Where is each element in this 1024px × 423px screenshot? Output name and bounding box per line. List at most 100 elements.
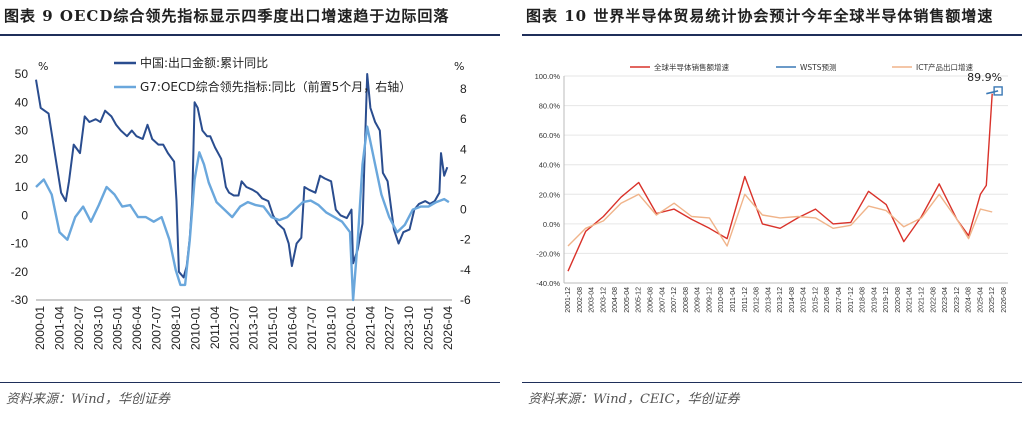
left-x-tick-label: 2003-10 [91,306,105,350]
right-x-tick-label: 2018-08 [860,287,867,313]
left-chart-title: 图表 9 OECD综合领先指标显示四季度出口增速趋于边际回落 [4,7,450,25]
left-source-rule [0,382,500,383]
right-x-tick-label: 2019-04 [871,287,878,313]
left-x-tick-label: 2005-01 [111,306,125,350]
left-x-tick-label: 2021-04 [363,306,377,350]
left-y-tick-label: 40 [15,95,29,109]
left-axis-unit: % [38,60,48,73]
right-y-tick-label: -6 [460,293,471,307]
left-x-tick-label: 2026-04 [441,306,455,350]
right-legend-label: 全球半导体销售额增速 [654,62,729,72]
right-y-tick-label: 0.0% [543,220,560,229]
right-x-tick-label: 2012-08 [754,287,761,313]
right-y-tick-label: 0 [460,203,467,217]
left-x-tick-label: 2016-04 [286,306,300,350]
right-x-tick-label: 2023-04 [942,287,949,313]
forecast-annotation: 89.9% [967,71,1002,84]
left-x-tick-label: 2001-04 [52,306,66,350]
right-title-rule [522,34,1022,36]
wsts-forecast-marker [993,86,1003,96]
left-x-tick-label: 2018-10 [324,306,338,350]
right-x-tick-label: 2003-04 [589,287,596,313]
series-line-g7-oecd-cli [35,125,450,302]
right-x-tick-label: 2011-04 [730,287,737,312]
right-x-tick-label: 2009-12 [706,287,713,313]
right-y-tick-label: 40.0% [539,161,561,170]
right-x-tick-label: 2001-12 [565,287,572,313]
right-x-tick-label: 2026-08 [1001,287,1008,313]
right-legend-label: ICT产品出口增速 [916,62,974,72]
right-x-tick-label: 2010-08 [718,287,725,313]
right-y-tick-label: 20.0% [539,190,561,199]
right-x-tick-label: 2021-12 [919,287,926,313]
right-x-tick-label: 2021-04 [907,287,914,313]
series-line-ict-exports [567,193,993,247]
right-x-tick-label: 2015-04 [801,287,808,313]
left-legend-label: 中国:出口金额:累计同比 [140,55,268,70]
left-y-tick-label: 0 [21,208,28,222]
right-y-tick-label: 8 [460,82,467,96]
left-y-tick-label: 30 [15,124,29,138]
right-y-tick-label: 60.0% [539,131,561,140]
right-x-tick-label: 2007-12 [671,287,678,313]
right-x-tick-label: 2019-12 [883,287,890,313]
right-x-tick-label: 2024-08 [966,287,973,313]
left-y-tick-label: 10 [15,180,29,194]
right-x-tick-label: 2009-04 [695,287,702,313]
left-y-tick-label: -30 [11,293,29,307]
right-x-tick-label: 2007-04 [659,287,666,313]
left-x-tick-label: 2010-01 [188,306,202,350]
right-panel: 图表 10 世界半导体贸易统计协会预计今年全球半导体销售额增速 -40.0% -2… [522,0,1024,423]
right-x-tick-label: 2004-08 [612,287,619,313]
right-source-rule [522,382,1022,383]
left-x-tick-label: 2002-07 [72,306,86,350]
left-y-tick-label: 20 [15,152,29,166]
right-x-tick-label: 2016-08 [824,287,831,313]
right-x-tick-label: 2014-08 [789,287,796,313]
right-x-tick-label: 2025-04 [977,287,984,313]
right-x-tick-label: 2022-08 [930,287,937,313]
right-y-tick-label: -20.0% [536,249,560,258]
right-axis-unit: % [454,60,464,73]
right-x-tick-label: 2020-08 [895,287,902,313]
series-line-semiconductor-sales [567,93,993,272]
left-source: 资料来源：Wind，华创证券 [6,392,170,407]
right-x-tick-label: 2005-04 [624,287,631,313]
left-x-tick-label: 2025-01 [422,306,436,350]
left-x-tick-label: 2023-10 [402,306,416,350]
left-title-rule [0,34,500,36]
right-y-tick-label: -40.0% [536,279,560,288]
series-line-china-exports [35,73,449,279]
right-x-tick-label: 2005-12 [636,287,643,313]
right-y-tick-label: -4 [460,263,471,277]
left-y-tick-label: -10 [11,237,29,251]
right-x-tick-label: 2011-12 [742,287,749,312]
right-x-tick-label: 2017-12 [848,287,855,313]
left-y-tick-label: 50 [15,67,29,81]
right-chart-title: 图表 10 世界半导体贸易统计协会预计今年全球半导体销售额增速 [526,7,994,25]
right-x-tick-label: 2015-12 [812,287,819,313]
left-x-tick-label: 2011-04 [208,306,222,349]
right-x-tick-label: 2025-12 [989,287,996,313]
left-x-tick-label: 2013-10 [247,306,261,350]
left-x-tick-label: 2017-07 [305,306,319,350]
left-x-tick-label: 2007-07 [150,306,164,350]
right-x-tick-label: 2013-04 [765,287,772,313]
right-y-tick-label: 80.0% [539,102,561,111]
right-y-tick-label: 100.0% [535,72,561,81]
right-source: 资料来源：Wind，CEIC，华创证券 [528,392,740,407]
right-x-tick-label: 2008-08 [683,287,690,313]
right-y-tick-label: 6 [460,112,467,126]
right-x-tick-label: 2023-12 [954,287,961,313]
left-legend-label: G7:OECD综合领先指标:同比（前置5个月，右轴） [140,79,411,94]
right-x-tick-label: 2006-08 [647,287,654,313]
left-x-tick-label: 2000-01 [33,306,47,350]
series-line-wsts-forecast [986,90,999,95]
right-chart: -40.0% -20.0% 0.0% 20.0% 40.0% 60.0% 80.0% 100.… [535,62,1008,313]
right-y-tick-label: 4 [460,142,467,156]
left-y-tick-label: -20 [11,265,29,279]
right-legend-label: WSTS预测 [800,62,837,72]
left-x-tick-label: 2012-07 [227,306,241,350]
left-x-tick-label: 2015-01 [266,306,280,350]
